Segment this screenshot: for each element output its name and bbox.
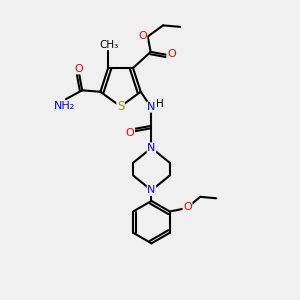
Text: O: O	[126, 128, 134, 138]
Text: NH₂: NH₂	[54, 100, 75, 111]
Text: H: H	[156, 99, 164, 109]
Text: O: O	[75, 64, 84, 74]
Text: O: O	[138, 31, 147, 41]
Text: O: O	[167, 49, 176, 58]
Text: N: N	[147, 185, 156, 195]
Text: N: N	[147, 143, 156, 153]
Text: S: S	[117, 100, 124, 113]
Text: O: O	[183, 202, 192, 212]
Text: CH₃: CH₃	[99, 40, 118, 50]
Text: N: N	[147, 102, 155, 112]
